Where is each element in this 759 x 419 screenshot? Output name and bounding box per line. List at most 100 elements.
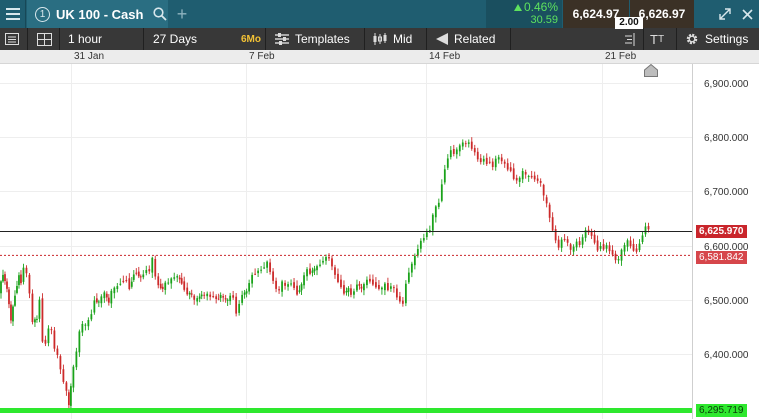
- templates-button[interactable]: Templates: [275, 28, 350, 50]
- candle-body: [203, 294, 206, 296]
- candle-body: [303, 275, 305, 286]
- candlestick-icon: [373, 33, 387, 45]
- related-icon: [436, 33, 448, 45]
- candle-body: [178, 277, 181, 280]
- candle-body: [328, 256, 330, 259]
- candle-body: [62, 369, 65, 382]
- scroll-home-icon[interactable]: [644, 63, 658, 77]
- search-icon[interactable]: [153, 7, 168, 21]
- instrument-tab[interactable]: 1 UK 100 - Cash: [27, 0, 168, 28]
- candle-body: [105, 293, 108, 298]
- candle-body: [343, 285, 345, 294]
- add-tab-icon[interactable]: +: [176, 3, 188, 24]
- candle-body: [593, 234, 596, 243]
- collapse-icon[interactable]: [715, 0, 735, 28]
- alert-level-label: 6,581.842: [696, 251, 747, 264]
- candle-body: [113, 287, 116, 294]
- candle-body: [161, 286, 164, 290]
- candle-body: [389, 286, 392, 289]
- date-tick: 31 Jan: [74, 51, 105, 62]
- candle-body: [542, 184, 545, 196]
- candle-body: [524, 171, 527, 175]
- candle-body: [245, 291, 248, 294]
- candle-body: [611, 249, 614, 255]
- candle-body: [47, 328, 50, 344]
- close-icon[interactable]: [737, 0, 757, 28]
- candle-body: [251, 274, 254, 284]
- settings-button[interactable]: Settings: [685, 28, 748, 50]
- candle-body: [566, 239, 569, 243]
- sell-price-button[interactable]: 6,624.97: [563, 0, 629, 28]
- candle-body: [527, 176, 530, 178]
- candle-body: [193, 295, 196, 300]
- candle-body: [243, 292, 246, 295]
- candle-body: [222, 296, 225, 298]
- date-axis: 31 Jan 7 Feb 14 Feb 21 Feb: [0, 50, 759, 64]
- candle-body: [500, 157, 503, 162]
- tab-number: 1: [35, 6, 50, 22]
- candle-body: [186, 287, 189, 295]
- candle-body: [485, 157, 488, 164]
- hamburger-icon: [5, 8, 20, 20]
- candle-body: [584, 230, 587, 238]
- align-icon[interactable]: [622, 28, 635, 50]
- candle-body: [548, 204, 551, 218]
- candle-body: [464, 143, 467, 145]
- layout-icon[interactable]: [37, 28, 52, 50]
- candle-body: [50, 329, 53, 331]
- candle-body: [95, 298, 98, 303]
- candle-body: [125, 280, 128, 282]
- candle-body: [395, 288, 398, 298]
- price-chart[interactable]: 6,900.000 6,800.000 6,700.000 6,600.000 6,50…: [0, 64, 759, 419]
- candle-body: [533, 175, 536, 180]
- sell-price: 6,624.97: [572, 7, 620, 21]
- candle-body: [72, 366, 75, 388]
- candle-body: [287, 284, 289, 287]
- candle-body: [130, 281, 133, 287]
- candle-body: [69, 386, 72, 406]
- candle-body: [296, 285, 298, 295]
- candle-body: [241, 294, 244, 303]
- candle-body: [2, 274, 4, 282]
- templates-label: Templates: [295, 32, 350, 46]
- range-badge[interactable]: 6Mo: [241, 33, 261, 45]
- price-type-button[interactable]: Mid: [373, 28, 412, 50]
- list-icon[interactable]: [5, 28, 19, 50]
- range-selector[interactable]: 27 Days: [153, 32, 198, 46]
- price-tick: 6,800.000: [704, 133, 749, 144]
- candle-body: [458, 145, 461, 152]
- interval-selector[interactable]: 1 hour: [68, 32, 103, 46]
- candle-body: [78, 331, 81, 353]
- candle-body: [575, 241, 578, 248]
- candle-body: [590, 231, 593, 236]
- candle-body: [506, 163, 509, 170]
- candle-body: [539, 180, 542, 183]
- candle-body: [173, 277, 176, 279]
- candle-body: [563, 238, 566, 241]
- candle-body: [363, 284, 365, 291]
- candle-body: [154, 259, 157, 277]
- candle-body: [605, 245, 608, 249]
- candle-body: [159, 283, 162, 289]
- current-price-label: 6,625.970: [696, 225, 747, 238]
- chart-toolbar: 1 hour 27 Days 6Mo Templates Mid Related: [0, 28, 759, 50]
- candle-body: [87, 319, 90, 327]
- candle-body: [369, 278, 371, 282]
- candle-body: [107, 297, 110, 303]
- candle-body: [180, 278, 183, 284]
- candle-body: [110, 290, 113, 304]
- candle-body: [266, 261, 268, 268]
- candle-body: [353, 291, 355, 295]
- candle-body: [170, 278, 173, 284]
- candle-body: [536, 178, 539, 181]
- menu-button[interactable]: [0, 0, 26, 28]
- related-button[interactable]: Related: [436, 28, 495, 50]
- candle-body: [59, 356, 62, 370]
- candle-body: [482, 158, 485, 162]
- candle-body: [360, 286, 363, 289]
- candle-body: [530, 175, 533, 178]
- candle-body: [215, 296, 218, 300]
- candle-body: [137, 271, 140, 277]
- candle-body: [551, 217, 554, 231]
